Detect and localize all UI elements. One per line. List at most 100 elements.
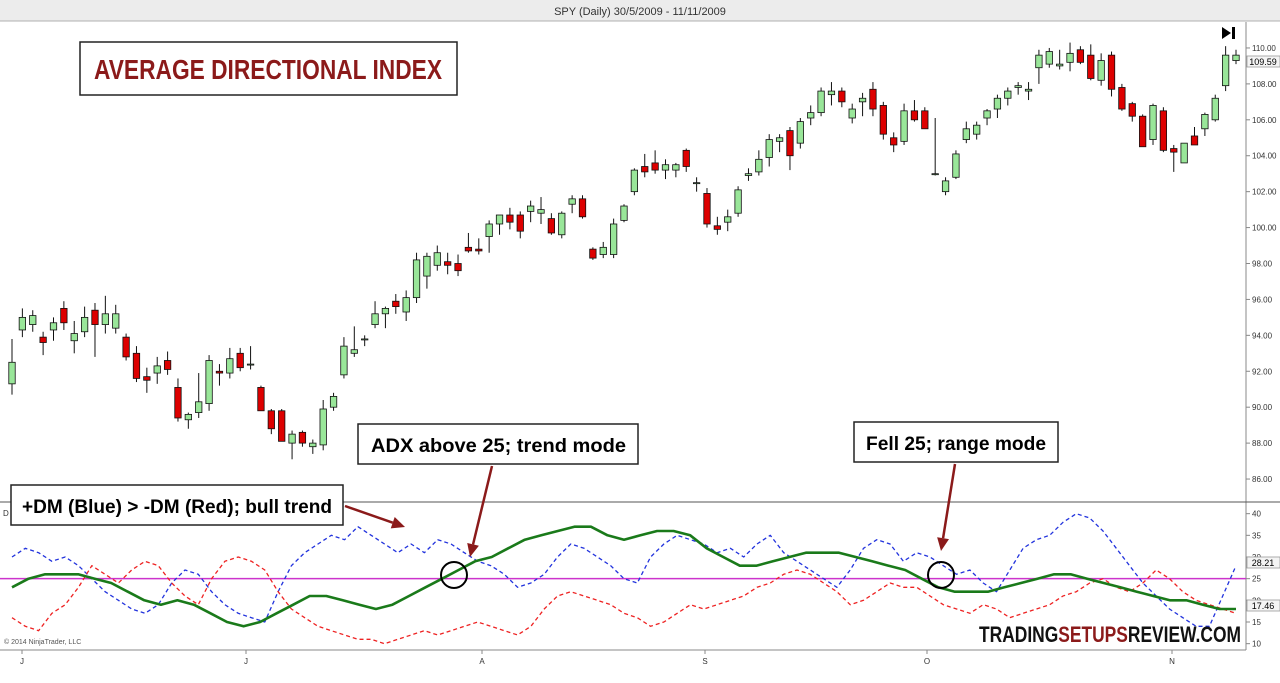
price-tick-label: 106.00: [1252, 116, 1277, 125]
price-tick-label: 108.00: [1252, 80, 1277, 89]
indicator-tick-label: 10: [1252, 640, 1261, 649]
price-axis: 86.00 88.00 90.00 92.00 94.00 96.00 98.00 100.0…: [1246, 44, 1277, 484]
time-tick-label: J: [20, 657, 24, 666]
candle-up: [775, 134, 784, 153]
candle-down: [713, 216, 721, 235]
candle-up: [433, 245, 441, 271]
plus-di-line: [11, 513, 1237, 627]
adx-cross-down-circle: [927, 561, 955, 589]
candle-down: [444, 252, 452, 275]
candle-up: [827, 82, 836, 106]
candle-down: [91, 303, 99, 357]
candle-up: [350, 326, 358, 357]
time-tick-label: N: [1169, 657, 1175, 666]
candle-up: [423, 252, 431, 289]
candle-up: [319, 400, 327, 451]
svg-text:109.59: 109.59: [1249, 57, 1277, 67]
annotation-adx-trend-box: ADX above 25; trend mode: [357, 423, 639, 465]
skip-to-end-icon[interactable]: [1222, 27, 1235, 39]
candle-up: [1097, 53, 1105, 86]
candle-down: [143, 367, 151, 393]
candle-up: [1180, 142, 1188, 164]
candle-up: [941, 177, 950, 196]
candle-up: [796, 118, 804, 149]
candle-down: [1159, 107, 1168, 153]
minus-di-line: [11, 556, 1237, 645]
candle-up: [80, 306, 89, 338]
candle-down: [163, 351, 172, 375]
candle-up: [983, 109, 991, 126]
candle-up: [412, 252, 421, 304]
price-tick-label: 90.00: [1252, 403, 1273, 412]
candle-down: [132, 346, 141, 383]
candle-up: [1004, 87, 1012, 106]
candle-up: [858, 92, 867, 117]
candle-down: [890, 132, 898, 153]
candle-up: [724, 209, 732, 232]
price-tick-label: 88.00: [1252, 439, 1273, 448]
candle-down: [1107, 51, 1116, 97]
candle-up: [309, 439, 317, 454]
candle-down: [236, 347, 244, 372]
candle-up: [485, 220, 493, 253]
candlestick-series: [8, 42, 1240, 460]
candle-up: [672, 162, 680, 178]
annotation-adx-range-text: Fell 25; range mode: [866, 434, 1046, 455]
price-tick-label: 100.00: [1252, 224, 1277, 233]
price-tick-label: 104.00: [1252, 152, 1277, 161]
candle-up: [1222, 46, 1230, 92]
indicator-tick-label: 35: [1252, 531, 1261, 540]
candle-down: [215, 364, 224, 386]
candle-up: [1014, 82, 1022, 95]
annotation-arrows: [344, 463, 957, 557]
candle-down: [838, 87, 846, 108]
candle-down: [475, 238, 483, 255]
overlay-title: AVERAGE DIRECTIONAL INDEX: [94, 54, 442, 85]
svg-text:28.21: 28.21: [1252, 558, 1275, 568]
price-tick-label: 96.00: [1252, 295, 1273, 304]
candle-down: [257, 385, 265, 412]
candle-down: [516, 211, 524, 239]
time-tick-label: S: [702, 657, 707, 666]
candle-up: [101, 295, 109, 334]
candle-up: [184, 412, 192, 429]
candle-down: [278, 408, 286, 442]
candle-up: [49, 317, 58, 341]
price-tick-label: 86.00: [1252, 475, 1273, 484]
candle-up: [755, 150, 763, 176]
candle-down: [651, 150, 659, 174]
candle-up: [661, 159, 670, 180]
adx-line: [11, 525, 1236, 628]
candle-up: [952, 150, 960, 180]
candle-up: [381, 306, 390, 329]
candle-down: [1190, 126, 1199, 146]
candle-down: [122, 333, 130, 361]
candle-up: [993, 94, 1002, 119]
candle-down: [1087, 44, 1095, 81]
candle-up: [848, 103, 856, 124]
time-tick-label: O: [924, 657, 930, 666]
candle-up: [29, 310, 37, 332]
time-tick-label: A: [479, 657, 485, 666]
candle-down: [174, 378, 182, 422]
candle-up: [1149, 103, 1157, 145]
arrow-to-adx-cross-up: [467, 465, 494, 557]
candle-up: [205, 355, 213, 411]
candle-up: [226, 347, 234, 379]
candle-down: [1118, 83, 1126, 111]
candle-down: [1170, 144, 1178, 172]
candle-down: [60, 301, 68, 330]
candle-down: [1139, 114, 1147, 148]
candle-up: [610, 218, 618, 259]
candle-up: [340, 337, 348, 379]
candle-down: [682, 148, 690, 172]
candle-up: [558, 211, 566, 239]
annotation-adx-range-box: Fell 25; range mode: [853, 421, 1059, 463]
candle-up: [1035, 49, 1043, 84]
candle-up: [1232, 49, 1240, 65]
candle-up: [1211, 94, 1219, 122]
candle-up: [734, 186, 742, 217]
candle-down: [464, 232, 473, 253]
candle-down: [703, 188, 711, 228]
candle-down: [547, 213, 556, 235]
